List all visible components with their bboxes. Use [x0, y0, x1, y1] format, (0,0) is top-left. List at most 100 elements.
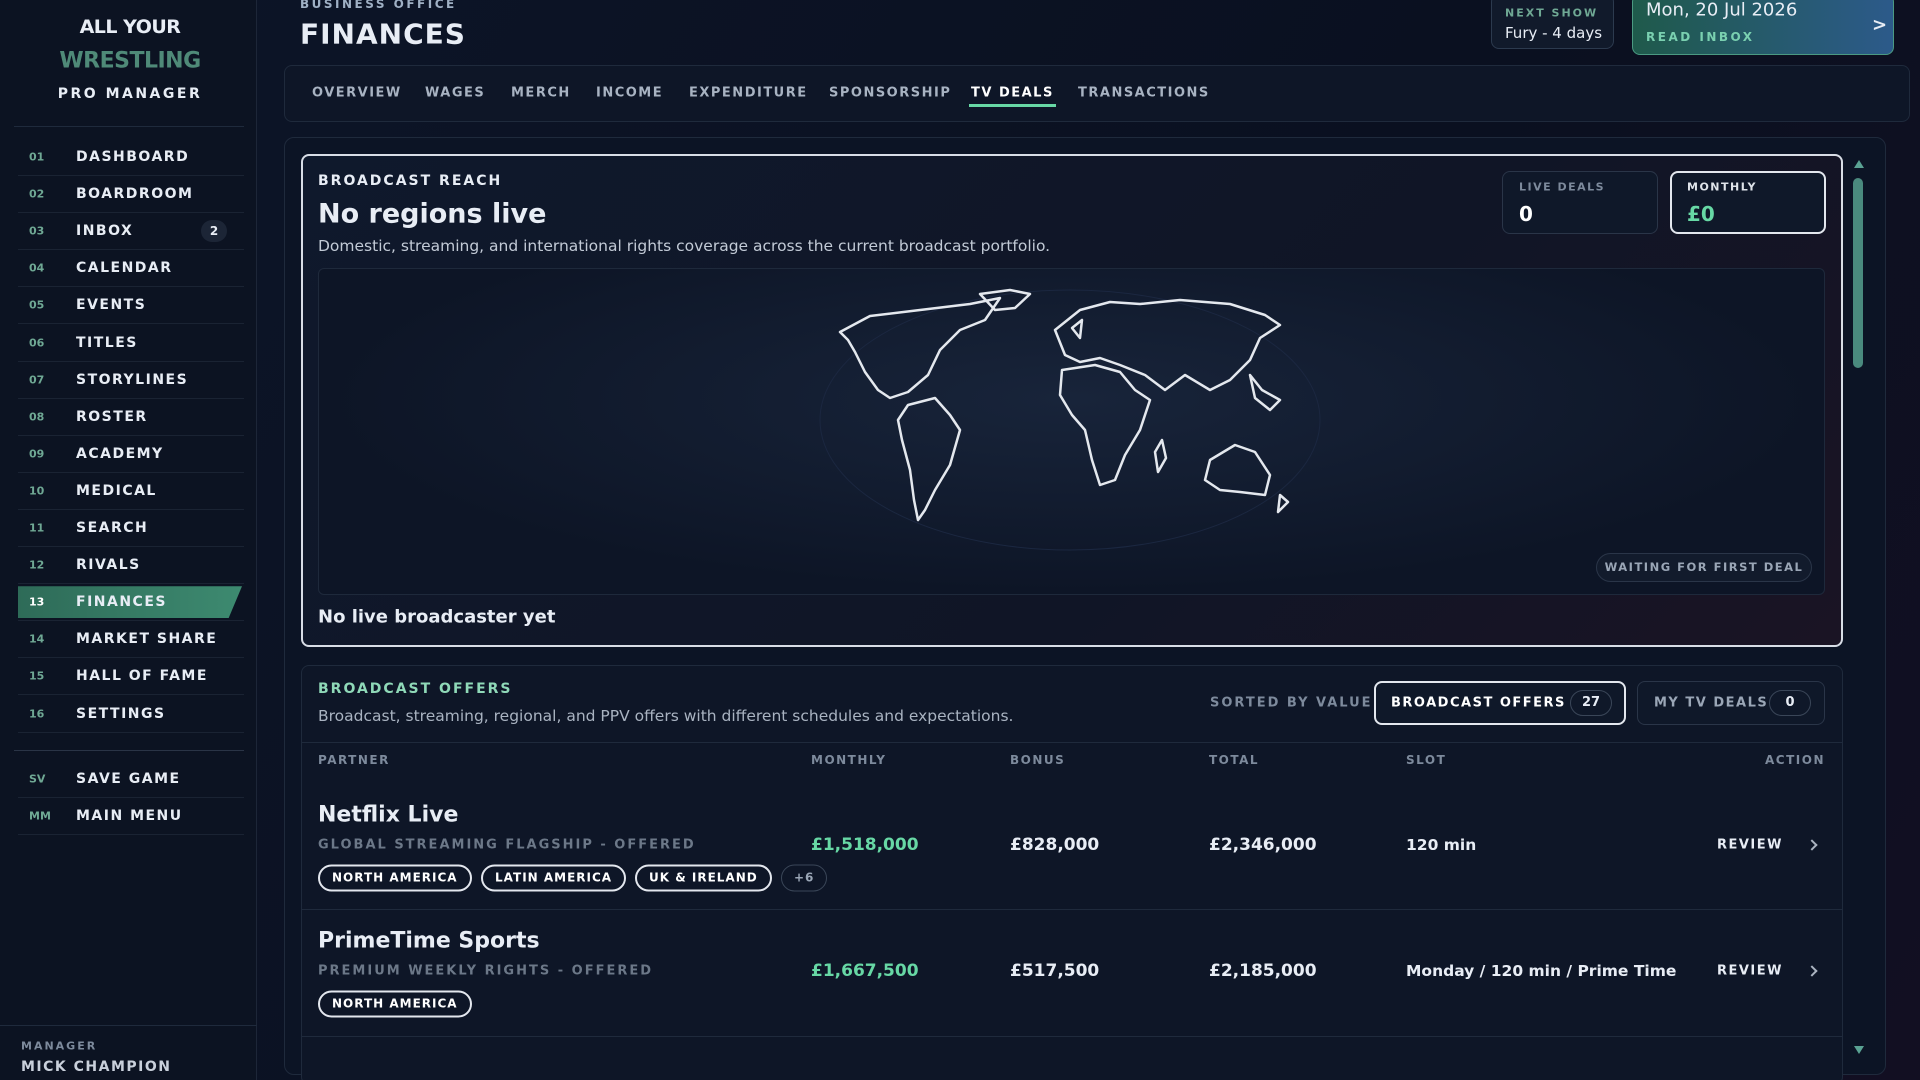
logo-main: WRESTLING — [59, 48, 201, 74]
tab[interactable]: TRANSACTIONS — [1078, 85, 1210, 101]
scroll-arrows[interactable] — [1852, 158, 1866, 1056]
nav-divider — [18, 620, 244, 622]
stat-box — [1670, 171, 1826, 234]
nav-divider — [18, 657, 244, 659]
nav-label[interactable]: ROSTER — [76, 408, 148, 425]
nav-number[interactable]: 14 — [29, 632, 45, 646]
nav-divider — [18, 731, 244, 733]
review[interactable]: REVIEW — [1716, 963, 1783, 979]
region-tag: NORTH AMERICA — [318, 864, 472, 892]
nav-label[interactable]: SAVE GAME — [76, 771, 181, 787]
nav-divider — [18, 323, 244, 325]
nav-badge[interactable]: 2 — [201, 220, 227, 243]
nav-number[interactable]: 03 — [29, 224, 45, 238]
nav-divider — [18, 797, 244, 798]
date: Mon, 20 Jul 2026 — [1646, 0, 1798, 21]
read-inbox[interactable]: READ INBOX — [1646, 30, 1755, 44]
nav-number[interactable]: 02 — [29, 187, 45, 201]
nav-number[interactable]: 06 — [29, 336, 45, 349]
nav-label[interactable]: MARKET SHARE — [76, 631, 218, 648]
nav-label[interactable]: RIVALS — [76, 557, 141, 574]
nav-label[interactable]: ACADEMY — [76, 445, 164, 462]
nav-label[interactable]: TITLES — [76, 334, 138, 351]
nav-label[interactable]: MEDICAL — [76, 482, 157, 499]
toggle-count[interactable]: 0 — [1769, 690, 1811, 716]
column-header: BONUS — [1010, 753, 1066, 767]
page-title: FINANCES — [300, 17, 466, 51]
total: £2,185,000 — [1209, 961, 1317, 981]
nav-number[interactable]: 12 — [29, 558, 45, 572]
nav-number[interactable]: 09 — [29, 447, 45, 461]
review[interactable]: REVIEW — [1716, 837, 1783, 853]
stat-label: LIVE DEALS — [1519, 180, 1606, 194]
column-header: SLOT — [1406, 753, 1447, 767]
region-tag: +6 — [781, 864, 828, 892]
reach-footer: No live broadcaster yet — [318, 606, 556, 628]
toggle-label[interactable]: BROADCAST OFFERS — [1391, 695, 1566, 711]
tab[interactable]: TV DEALS — [971, 85, 1054, 101]
nav-divider — [18, 360, 244, 362]
tab[interactable]: EXPENDITURE — [689, 85, 808, 101]
nav-number[interactable]: 13 — [29, 595, 45, 609]
tab[interactable]: INCOME — [596, 85, 664, 101]
map-area — [318, 268, 1825, 595]
tab[interactable]: OVERVIEW — [312, 85, 402, 101]
reach-eyebrow: BROADCAST REACH — [318, 173, 503, 189]
column-header: TOTAL — [1209, 753, 1260, 767]
toggle-count[interactable]: 27 — [1570, 690, 1612, 716]
nav-number[interactable]: 07 — [29, 373, 45, 387]
nav-divider — [18, 434, 244, 436]
column-header: MONTHLY — [811, 753, 887, 767]
scrollbar-thumb[interactable] — [1853, 178, 1863, 368]
map-status-text: WAITING FOR FIRST DEAL — [1604, 560, 1804, 574]
nav-number[interactable]: 10 — [29, 484, 45, 498]
manager-label: MANAGER — [21, 1039, 98, 1053]
nav-label[interactable]: EVENTS — [76, 297, 147, 314]
nav-divider — [18, 212, 244, 214]
nav-label[interactable]: CALENDAR — [76, 260, 173, 277]
toggle-label[interactable]: MY TV DEALS — [1654, 695, 1769, 711]
nav-number[interactable]: 01 — [29, 150, 45, 164]
nav-label[interactable]: BOARDROOM — [76, 186, 194, 203]
date-box[interactable] — [1632, 0, 1894, 55]
stat-label: MONTHLY — [1687, 180, 1757, 194]
next-show-value: Fury - 4 days — [1505, 24, 1603, 42]
nav-label[interactable]: STORYLINES — [76, 371, 189, 388]
stat-value: 0 — [1519, 202, 1533, 226]
header-eyebrow: BUSINESS OFFICE — [300, 0, 457, 11]
toggle[interactable] — [1374, 681, 1626, 725]
nav-divider — [18, 833, 244, 835]
partner-subtitle: GLOBAL STREAMING FLAGSHIP - OFFERED — [318, 837, 696, 853]
nav-number[interactable]: 05 — [29, 298, 45, 312]
nav-number[interactable]: 11 — [29, 521, 45, 535]
nav-number[interactable]: 04 — [29, 261, 45, 275]
tab[interactable]: WAGES — [425, 85, 486, 101]
partner-subtitle: PREMIUM WEEKLY RIGHTS - OFFERED — [318, 963, 654, 979]
nav-number[interactable]: SV — [29, 772, 46, 786]
nav-number[interactable]: 15 — [29, 669, 45, 683]
nav-active[interactable] — [18, 586, 242, 619]
partner-name[interactable]: PrimeTime Sports — [318, 928, 540, 954]
nav-number[interactable]: 08 — [29, 410, 45, 424]
logo-sub: PRO MANAGER — [57, 86, 203, 102]
date-arrow[interactable]: > — [1872, 14, 1888, 36]
nav-divider — [18, 508, 244, 510]
nav-label[interactable]: SETTINGS — [76, 705, 166, 722]
nav-label[interactable]: MAIN MENU — [76, 807, 183, 824]
tab[interactable]: MERCH — [511, 85, 571, 101]
nav-number[interactable]: 16 — [29, 707, 45, 720]
partner-name[interactable]: Netflix Live — [318, 802, 459, 828]
nav-label[interactable]: DASHBOARD — [76, 149, 190, 165]
nav-label[interactable]: INBOX — [76, 223, 134, 240]
nav-divider — [18, 546, 244, 547]
monthly: £1,518,000 — [811, 835, 919, 855]
next-show[interactable] — [1491, 0, 1614, 49]
tab[interactable]: SPONSORSHIP — [829, 85, 952, 101]
nav-label[interactable]: SEARCH — [76, 520, 149, 536]
nav-label[interactable]: HALL OF FAME — [76, 668, 208, 685]
nav-label[interactable]: FINANCES — [76, 594, 167, 611]
nav-number[interactable]: MM — [29, 809, 51, 823]
toggle[interactable] — [1637, 681, 1825, 725]
nav-divider — [18, 397, 244, 399]
